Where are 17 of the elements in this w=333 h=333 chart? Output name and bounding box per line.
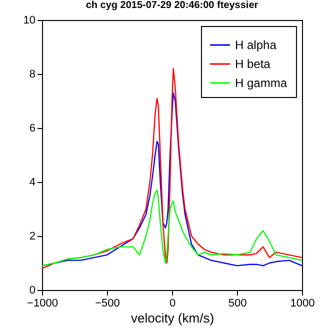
legend-label: H gamma (235, 76, 288, 90)
y-tick-label: 6 (29, 122, 36, 134)
x-axis-title: velocity (km/s) (130, 310, 214, 326)
x-tick-label: 1000 (290, 298, 315, 310)
x-tick-label: 500 (228, 298, 247, 310)
y-tick-label: 8 (29, 68, 36, 80)
line-series (41, 190, 303, 266)
x-tick-label: −500 (95, 298, 120, 310)
legend-label: H alpha (235, 38, 277, 52)
y-tick-label: 2 (29, 230, 36, 242)
y-tick-label: 4 (29, 176, 36, 188)
chart-title: ch cyg 2015-07-29 20:46:00 fteyssier (86, 0, 258, 11)
y-tick-label: 0 (29, 284, 36, 296)
y-tick-label: 10 (23, 14, 36, 26)
legend-label: H beta (235, 57, 271, 71)
x-tick-label: 0 (169, 298, 176, 310)
x-tick-label: −1000 (27, 298, 58, 310)
